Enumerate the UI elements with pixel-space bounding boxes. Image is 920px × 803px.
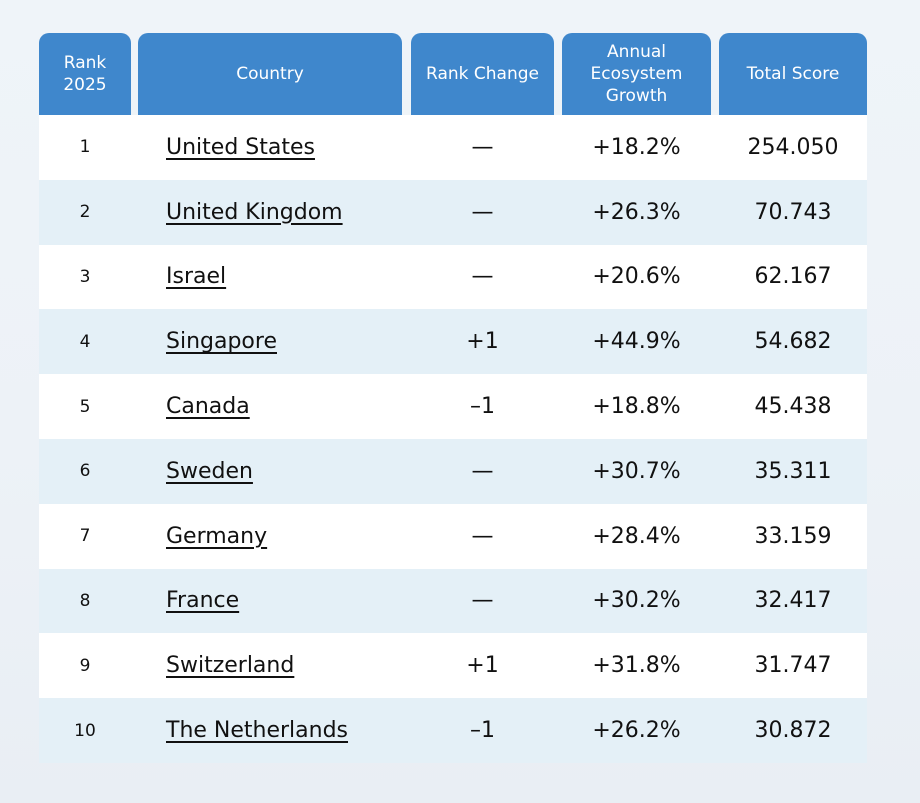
country-link[interactable]: Canada xyxy=(166,394,250,420)
country-link[interactable]: Sweden xyxy=(166,458,253,484)
growth-cell: +26.2% xyxy=(592,718,681,744)
header-country[interactable]: Country xyxy=(138,33,402,115)
country-cell: France xyxy=(166,569,406,634)
total-score-cell: 33.159 xyxy=(754,523,832,549)
rank-cell: 8 xyxy=(79,590,91,611)
growth-cell: +44.9% xyxy=(592,329,681,355)
country-link[interactable]: Singapore xyxy=(166,329,277,355)
rank-cell: 2 xyxy=(79,202,91,223)
ranking-table: Rank 2025 Country Rank Change Annual Eco… xyxy=(39,33,867,763)
table-row: 3 Israel — +20.6% 62.167 xyxy=(39,244,867,310)
growth-cell: +20.6% xyxy=(592,264,681,290)
country-cell: Switzerland xyxy=(166,633,406,698)
growth-cell: +30.2% xyxy=(592,588,681,614)
header-growth[interactable]: Annual Ecosystem Growth xyxy=(562,33,711,115)
rank-change-cell: — xyxy=(471,264,494,290)
rank-change-cell: +1 xyxy=(466,653,499,679)
country-cell: Sweden xyxy=(166,439,406,504)
table-row: 9 Switzerland +1 +31.8% 31.747 xyxy=(39,633,867,699)
growth-cell: +18.8% xyxy=(592,394,681,420)
growth-cell: +18.2% xyxy=(592,134,681,160)
table-row: 8 France — +30.2% 32.417 xyxy=(39,568,867,634)
country-link[interactable]: Israel xyxy=(166,264,227,290)
total-score-cell: 254.050 xyxy=(747,134,839,160)
growth-cell: +28.4% xyxy=(592,523,681,549)
country-link[interactable]: United Kingdom xyxy=(166,199,343,225)
country-link[interactable]: Germany xyxy=(166,523,268,549)
country-cell: United States xyxy=(166,115,406,180)
rank-cell: 9 xyxy=(79,655,91,676)
country-cell: The Netherlands xyxy=(166,698,406,763)
rank-cell: 1 xyxy=(79,137,91,158)
rank-change-cell: — xyxy=(471,458,494,484)
rank-change-cell: — xyxy=(471,588,494,614)
total-score-cell: 32.417 xyxy=(754,588,832,614)
header-rank[interactable]: Rank 2025 xyxy=(39,33,131,115)
country-cell: Israel xyxy=(166,245,406,310)
total-score-cell: 45.438 xyxy=(754,394,832,420)
total-score-cell: 30.872 xyxy=(754,718,832,744)
table-header: Rank 2025 Country Rank Change Annual Eco… xyxy=(39,33,867,115)
rank-cell: 6 xyxy=(79,461,91,482)
table-row: 4 Singapore +1 +44.9% 54.682 xyxy=(39,309,867,375)
header-total-score[interactable]: Total Score xyxy=(719,33,867,115)
country-cell: United Kingdom xyxy=(166,180,406,245)
table-row: 7 Germany — +28.4% 33.159 xyxy=(39,503,867,569)
header-rank-change[interactable]: Rank Change xyxy=(411,33,554,115)
table-row: 2 United Kingdom — +26.3% 70.743 xyxy=(39,179,867,245)
rank-cell: 4 xyxy=(79,331,91,352)
rank-change-cell: — xyxy=(471,134,494,160)
country-link[interactable]: The Netherlands xyxy=(166,718,349,744)
growth-cell: +26.3% xyxy=(592,199,681,225)
country-cell: Canada xyxy=(166,374,406,439)
rank-cell: 3 xyxy=(79,266,91,287)
total-score-cell: 54.682 xyxy=(754,329,832,355)
total-score-cell: 70.743 xyxy=(754,199,832,225)
rank-change-cell: –1 xyxy=(470,394,495,420)
total-score-cell: 35.311 xyxy=(754,458,832,484)
country-link[interactable]: Switzerland xyxy=(166,653,295,679)
rank-change-cell: +1 xyxy=(466,329,499,355)
country-link[interactable]: United States xyxy=(166,134,315,160)
table-row: 6 Sweden — +30.7% 35.311 xyxy=(39,438,867,504)
country-cell: Singapore xyxy=(166,309,406,374)
rank-change-cell: — xyxy=(471,523,494,549)
growth-cell: +31.8% xyxy=(592,653,681,679)
table-body: 1 United States — +18.2% 254.050 2 United King… xyxy=(39,115,867,763)
country-link[interactable]: France xyxy=(166,588,240,614)
total-score-cell: 62.167 xyxy=(754,264,832,290)
total-score-cell: 31.747 xyxy=(754,653,832,679)
growth-cell: +30.7% xyxy=(592,458,681,484)
country-cell: Germany xyxy=(166,504,406,569)
table-row: 5 Canada –1 +18.8% 45.438 xyxy=(39,374,867,439)
rank-change-cell: — xyxy=(471,199,494,225)
rank-cell: 7 xyxy=(79,526,91,547)
rank-change-cell: –1 xyxy=(470,718,495,744)
table-row: 1 United States — +18.2% 254.050 xyxy=(39,115,867,180)
rank-cell: 5 xyxy=(79,396,91,417)
rank-cell: 10 xyxy=(74,720,96,741)
table-row: 10 The Netherlands –1 +26.2% 30.872 xyxy=(39,698,867,763)
